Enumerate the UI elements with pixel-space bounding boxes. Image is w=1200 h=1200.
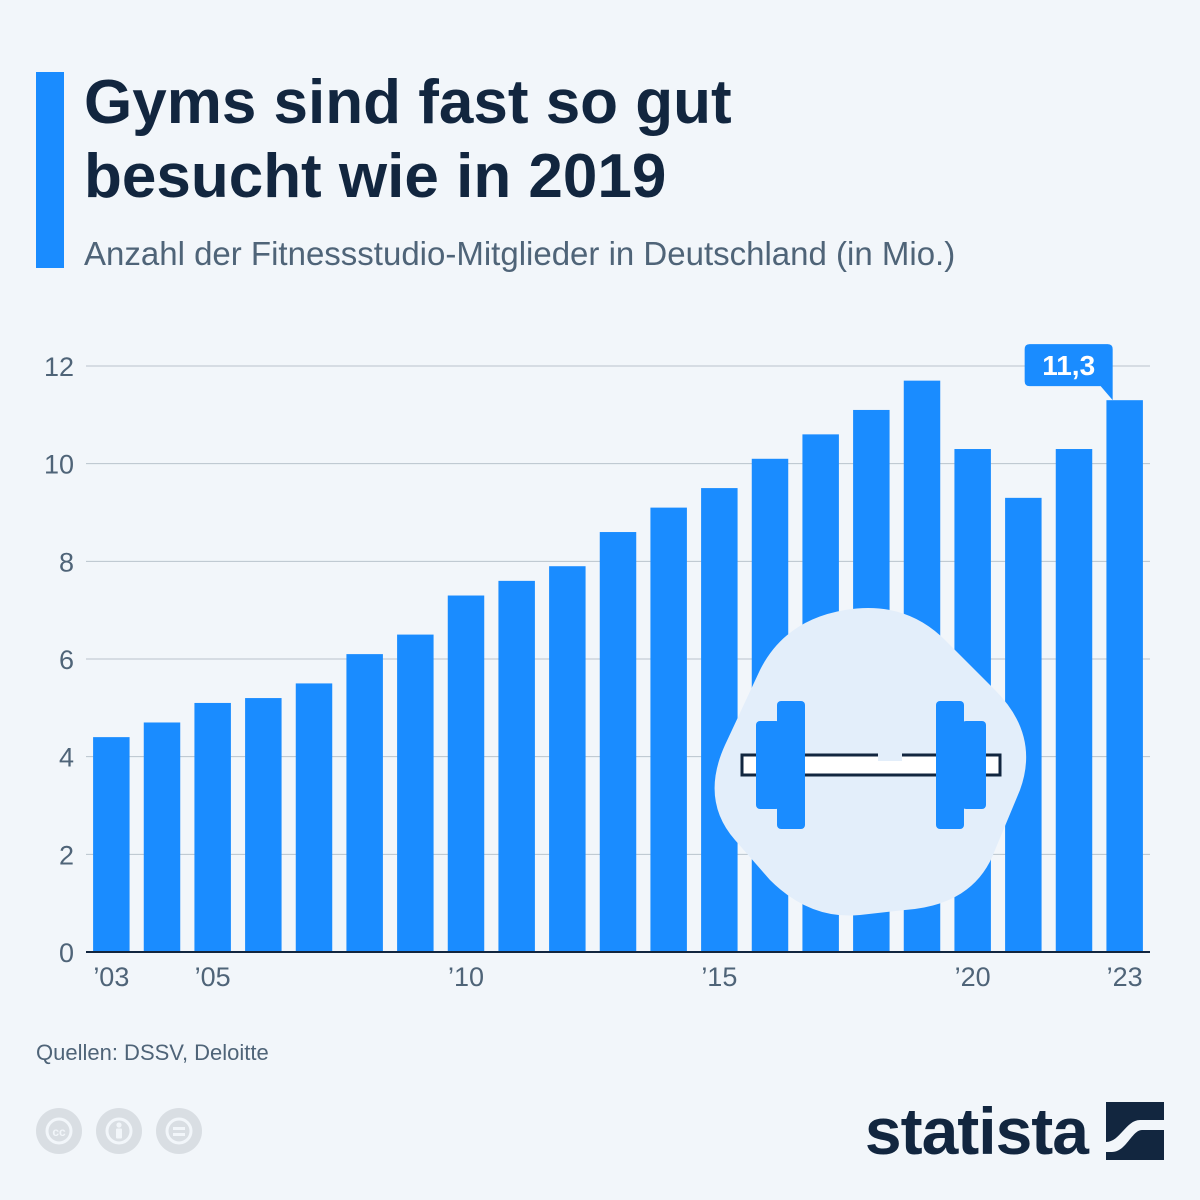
bar-2014 [650,507,687,952]
title-line-2: besucht wie in 2019 [84,142,667,211]
bar-2022 [1055,449,1093,952]
x-axis-ticks: ’03 ’05 ’10 ’15 ’20 ’23 [93,962,1142,992]
y-tick-label: 0 [59,938,74,968]
y-tick-label: 2 [59,840,74,870]
chart-subtitle: Anzahl der Fitnessstudio-Mitglieder in D… [84,235,956,272]
y-tick-label: 8 [59,547,74,577]
bar-chart: 0 2 4 6 8 10 12 ’03 ’05 ’10 ’15 ’20 ’23 11,3 [44,344,1150,992]
bar-2008 [346,654,383,952]
x-tick-label: ’20 [955,962,991,992]
x-tick-label: ’03 [93,962,129,992]
bar-2006 [245,698,282,952]
callout-value-label: 11,3 [1042,350,1095,381]
cc-icon[interactable]: cc [36,1108,82,1154]
title-line-1: Gyms sind fast so gut [84,68,732,137]
value-callout: 11,3 [1024,344,1113,401]
x-tick-label: ’05 [195,962,231,992]
attribution-icon[interactable] [96,1108,142,1154]
source-note: Quellen: DSSV, Deloitte [36,1040,269,1065]
brand-name: statista [864,1094,1089,1168]
bar-2009 [397,634,434,952]
no-derivatives-icon[interactable] [156,1108,202,1154]
bar-2010 [447,595,485,952]
y-tick-label: 12 [44,352,74,382]
title-accent-bar [36,72,64,268]
bar-2011 [498,580,535,952]
bars [93,380,1143,952]
bar-2003 [93,737,130,952]
bar-2015 [701,488,738,952]
y-tick-label: 4 [59,743,74,773]
statista-brand[interactable]: statista [865,1098,1164,1164]
bar-2012 [549,566,586,952]
page-title: Gyms sind fast so gut besucht wie in 201… [84,66,732,214]
y-tick-label: 10 [44,450,74,480]
y-axis-ticks: 0 2 4 6 8 10 12 [44,352,74,968]
bar-2013 [599,532,637,952]
x-tick-label: ’15 [701,962,737,992]
dumbbell-decoration [714,608,1027,916]
bar-2004 [143,722,181,952]
bar-2007 [295,683,333,952]
x-tick-label: ’23 [1107,962,1143,992]
bar-2023 [1106,400,1143,952]
license-icons: cc [36,1108,202,1154]
callout-box [1024,344,1113,401]
svg-text:cc: cc [52,1125,66,1139]
dumbbell-icon [740,701,1002,829]
x-tick-label: ’10 [448,962,484,992]
statista-logo-icon [1106,1102,1164,1160]
bar-2005 [194,702,231,952]
y-tick-label: 6 [59,645,74,675]
